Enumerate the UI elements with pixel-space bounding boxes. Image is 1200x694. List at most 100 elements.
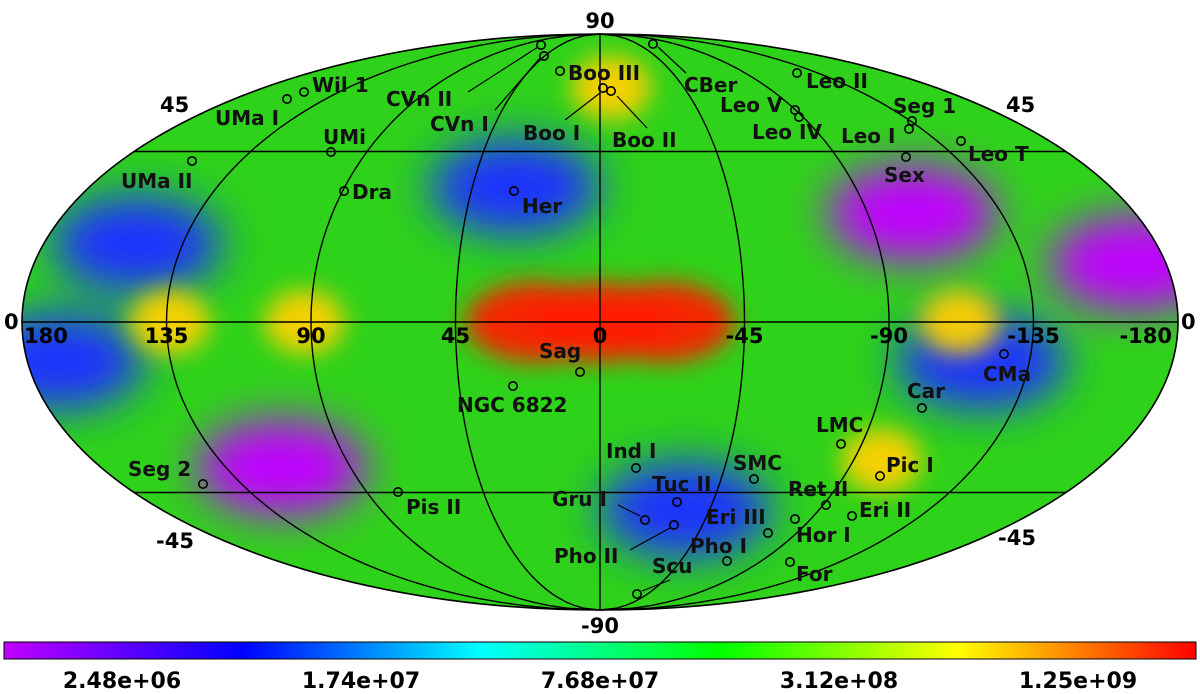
label-boo-i: Boo I [523,121,580,145]
marker-leo-i [903,124,914,135]
marker-pic-i [874,470,885,481]
lat-label-45-right: 45 [1006,93,1035,117]
label-pho-i: Pho I [690,534,747,558]
pointer-cber [657,46,687,74]
label-eri-iii: Eri III [706,505,766,529]
label-uma-i: UMa I [215,106,279,130]
lat-label-0-right: 0 [1181,310,1196,334]
label-cber: CBer [684,73,737,97]
label-leo-v: Leo V [720,93,783,117]
marker-ngc-6822 [507,380,518,391]
lon-label--135: -135 [1007,324,1060,348]
marker-boo-ii [605,86,616,97]
marker-sag [574,366,585,377]
marker-scu [631,588,642,599]
label-hor-i: Hor I [796,523,851,547]
marker-car [916,402,927,413]
label-ind-i: Ind I [606,439,656,463]
marker-wil-1 [298,87,309,98]
label-cma: CMa [983,362,1031,386]
pointer-gru-i [617,504,641,517]
label-leo-ii: Leo II [806,69,868,93]
marker-her [508,186,519,197]
lat-label-minus45-right: -45 [998,526,1036,550]
label-wil-1: Wil 1 [312,73,369,97]
marker-gru-i [639,514,650,525]
colorbar [3,641,1197,660]
label-her: Her [522,194,562,218]
label-gru-i: Gru I [552,487,607,511]
marker-tuc-ii [671,496,682,507]
label-uma-ii: UMa II [121,169,192,193]
lon-label-135: 135 [145,324,189,348]
label-ngc-6822: NGC 6822 [457,393,567,417]
colorbar-tick-3: 3.12e+08 [780,669,898,694]
marker-boo-iii [554,66,565,77]
label-boo-iii: Boo III [568,61,640,85]
marker-eri-iii [789,513,800,524]
label-sag: Sag [539,339,581,363]
marker-cma [998,348,1009,359]
marker-ind-i [630,462,641,473]
label-sex: Sex [884,163,925,187]
void-region-5 [600,461,771,558]
label-cvn-ii: CVn II [386,87,452,111]
colorbar-tick-2: 7.68e+07 [541,669,659,694]
label-cvn-i: CVn I [430,112,489,136]
marker-for [784,556,795,567]
longitude-labels: 180 135 90 45 0 -45 -90 -135 -180 [24,324,1172,348]
colorbar-tick-1: 1.74e+07 [302,669,420,694]
marker-smc [748,473,759,484]
label-ret-ii: Ret II [788,477,848,501]
marker-cber [647,38,658,49]
pointer-cvn-ii [467,46,539,93]
label-leo-iv: Leo IV [752,120,822,144]
colorbar-tick-4: 1.25e+09 [1019,669,1137,694]
label-tuc-ii: Tuc II [652,472,711,496]
lon-label-180: 180 [24,324,68,348]
lat-label-minus90: -90 [581,614,619,638]
marker-lmc [835,438,846,449]
map-outline [21,33,1179,611]
lat-label-45-left: 45 [160,93,189,117]
marker-cvn-ii [535,39,546,50]
marker-leo-t [955,136,966,147]
marker-cvn-i [538,50,549,61]
marker-pho-ii [668,519,679,530]
marker-leo-iv [793,112,804,123]
marker-pis-ii [392,486,403,497]
marker-pho-i [721,555,732,566]
marker-eri-ii [846,510,857,521]
marker-umi [325,147,336,158]
pointer-pho-ii [629,527,671,551]
hotspot-6 [571,55,652,120]
lon-label-90: 90 [296,324,325,348]
label-pho-ii: Pho II [554,544,618,568]
label-leo-t: Leo T [968,142,1029,166]
label-pis-ii: Pis II [406,495,461,519]
marker-hor-i [762,527,773,538]
lat-label-0-left: 0 [4,310,19,334]
label-leo-i: Leo I [841,124,895,148]
label-eri-ii: Eri II [859,498,911,522]
void-region-3 [51,195,222,292]
pointer-cvn-i [494,57,541,111]
pointer-scu [641,579,671,592]
lon-label--45: -45 [726,324,764,348]
marker-uma-i [281,94,292,105]
label-seg-1: Seg 1 [893,94,956,118]
label-scu: Scu [652,554,693,578]
marker-ret-ii [820,499,831,510]
lon-label--180: -180 [1119,324,1172,348]
label-umi: UMi [323,125,366,149]
lat-label-90: 90 [585,9,614,33]
label-dra: Dra [352,180,392,204]
lon-label-0: 0 [593,324,608,348]
marker-sex [900,152,911,163]
pointer-boo-i [564,92,601,121]
void-region-0 [827,165,998,262]
marker-uma-ii [187,156,198,167]
label-lmc: LMC [816,413,863,437]
label-seg-2: Seg 2 [128,457,191,481]
